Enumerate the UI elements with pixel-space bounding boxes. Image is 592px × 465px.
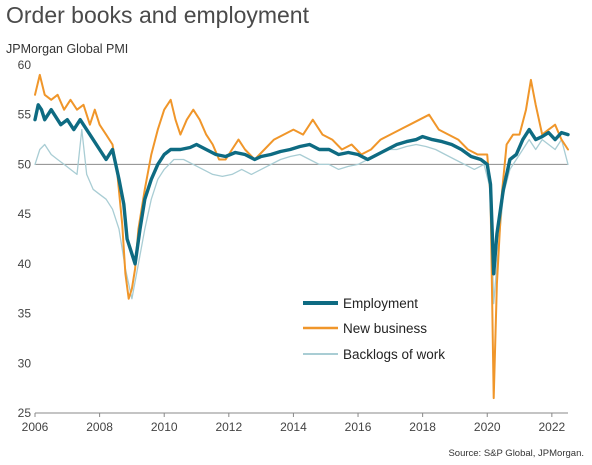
series-line-new-business (34, 73, 569, 400)
series-lines (33, 73, 570, 400)
y-tick-label: 30 (18, 356, 32, 370)
x-tick-label: 2018 (409, 420, 436, 434)
y-tick-label: 40 (18, 257, 32, 271)
y-tick-label: 60 (18, 58, 32, 72)
series-line-backlogs-of-work (34, 128, 569, 305)
y-tick-label: 45 (18, 207, 32, 221)
source-note: Source: S&P Global, JPMorgan. (448, 448, 584, 459)
series-line-employment (33, 103, 570, 276)
chart-title: Order books and employment (6, 2, 309, 28)
y-tick-label: 55 (18, 108, 32, 122)
x-tick-label: 2006 (22, 420, 49, 434)
legend-label-new-business: New business (343, 321, 427, 336)
chart-subtitle: JPMorgan Global PMI (6, 42, 129, 56)
x-tick-label: 2008 (86, 420, 113, 434)
y-tick-label: 35 (18, 307, 32, 321)
x-tick-label: 2022 (538, 420, 565, 434)
x-tick-label: 2020 (474, 420, 501, 434)
x-tick-label: 2014 (280, 420, 307, 434)
y-tick-label: 25 (18, 406, 32, 420)
legend-label-backlogs-of-work: Backlogs of work (343, 347, 445, 362)
axes: 25 30 35 40 45 50 55 60 2006 2008 2010 2012 2014 2016… (18, 58, 568, 434)
y-tick-label: 50 (18, 157, 32, 171)
x-tick-label: 2010 (151, 420, 178, 434)
legend-label-employment: Employment (343, 296, 418, 311)
x-tick-label: 2012 (215, 420, 242, 434)
legend: Employment New business Backlogs of work (303, 296, 445, 362)
x-tick-label: 2016 (345, 420, 372, 434)
